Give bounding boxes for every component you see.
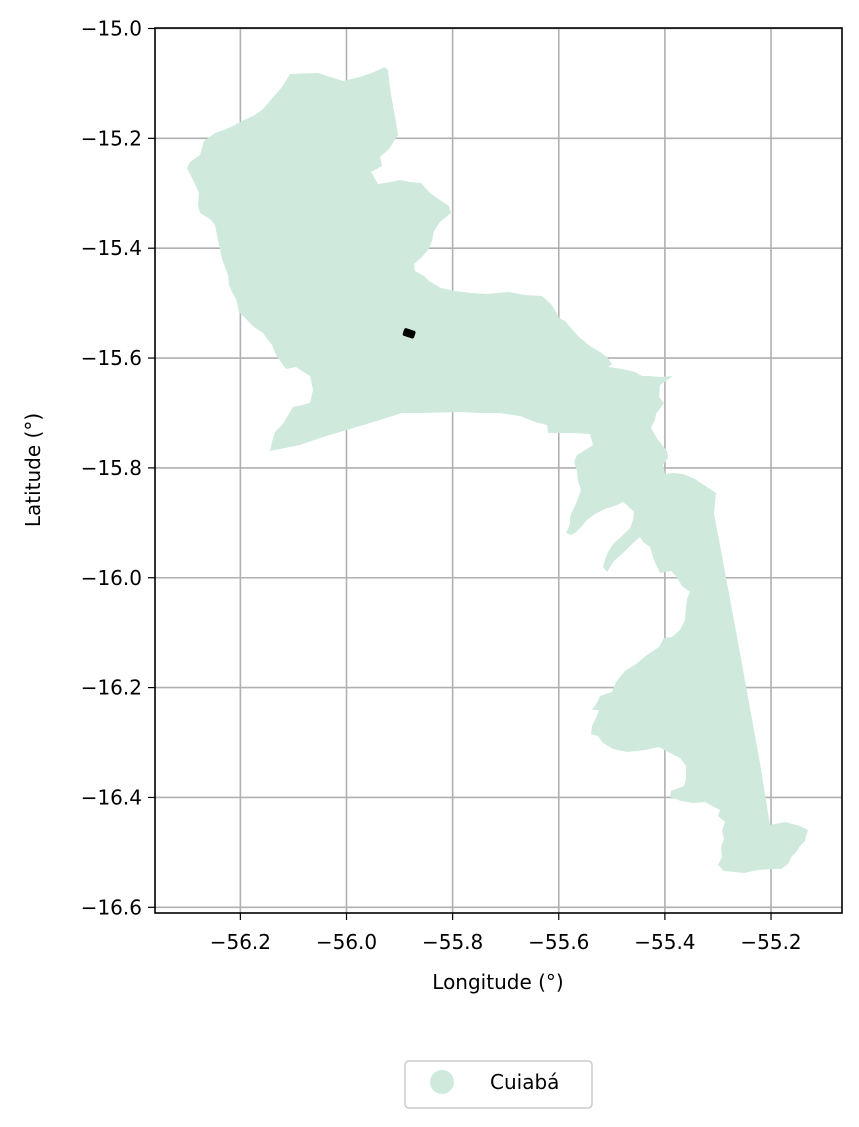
axis-ticks: −56.2 −56.0 −55.8 −55.6 −55.4 −55.2 −15.0 −15.2… — [81, 17, 802, 955]
x-tick-label: −55.4 — [634, 930, 695, 954]
y-tick-label: −15.8 — [81, 456, 142, 480]
region-cuiaba — [187, 67, 808, 873]
location-marker — [402, 328, 416, 339]
x-tick-label: −56.0 — [316, 930, 377, 954]
y-tick-label: −16.6 — [81, 895, 142, 919]
y-tick-label: −15.6 — [81, 346, 142, 370]
x-tick-label: −56.2 — [210, 930, 271, 954]
legend-swatch-cuiaba — [430, 1070, 454, 1094]
region-layer — [187, 67, 808, 873]
y-tick-label: −15.0 — [81, 17, 142, 41]
legend-box — [404, 1060, 593, 1109]
x-tick-label: −55.8 — [422, 930, 483, 954]
y-tick-label: −15.4 — [81, 236, 142, 260]
y-tick-label: −15.2 — [81, 126, 142, 150]
plot-area: −56.2 −56.0 −55.8 −55.6 −55.4 −55.2 −15.0 −15.2… — [81, 17, 843, 955]
y-tick-label: −16.4 — [81, 785, 142, 809]
x-tick-label: −55.2 — [740, 930, 801, 954]
x-axis-title: Longitude (°) — [432, 970, 563, 994]
axes-frame — [154, 27, 843, 914]
point-layer — [402, 328, 416, 339]
y-tick-label: −16.2 — [81, 676, 142, 700]
legend: Cuiabá — [404, 1060, 593, 1109]
y-tick-label: −16.0 — [81, 566, 142, 590]
x-tick-label: −55.6 — [528, 930, 589, 954]
legend-label-cuiaba: Cuiabá — [490, 1070, 559, 1094]
y-axis-title: Latitude (°) — [21, 413, 45, 527]
